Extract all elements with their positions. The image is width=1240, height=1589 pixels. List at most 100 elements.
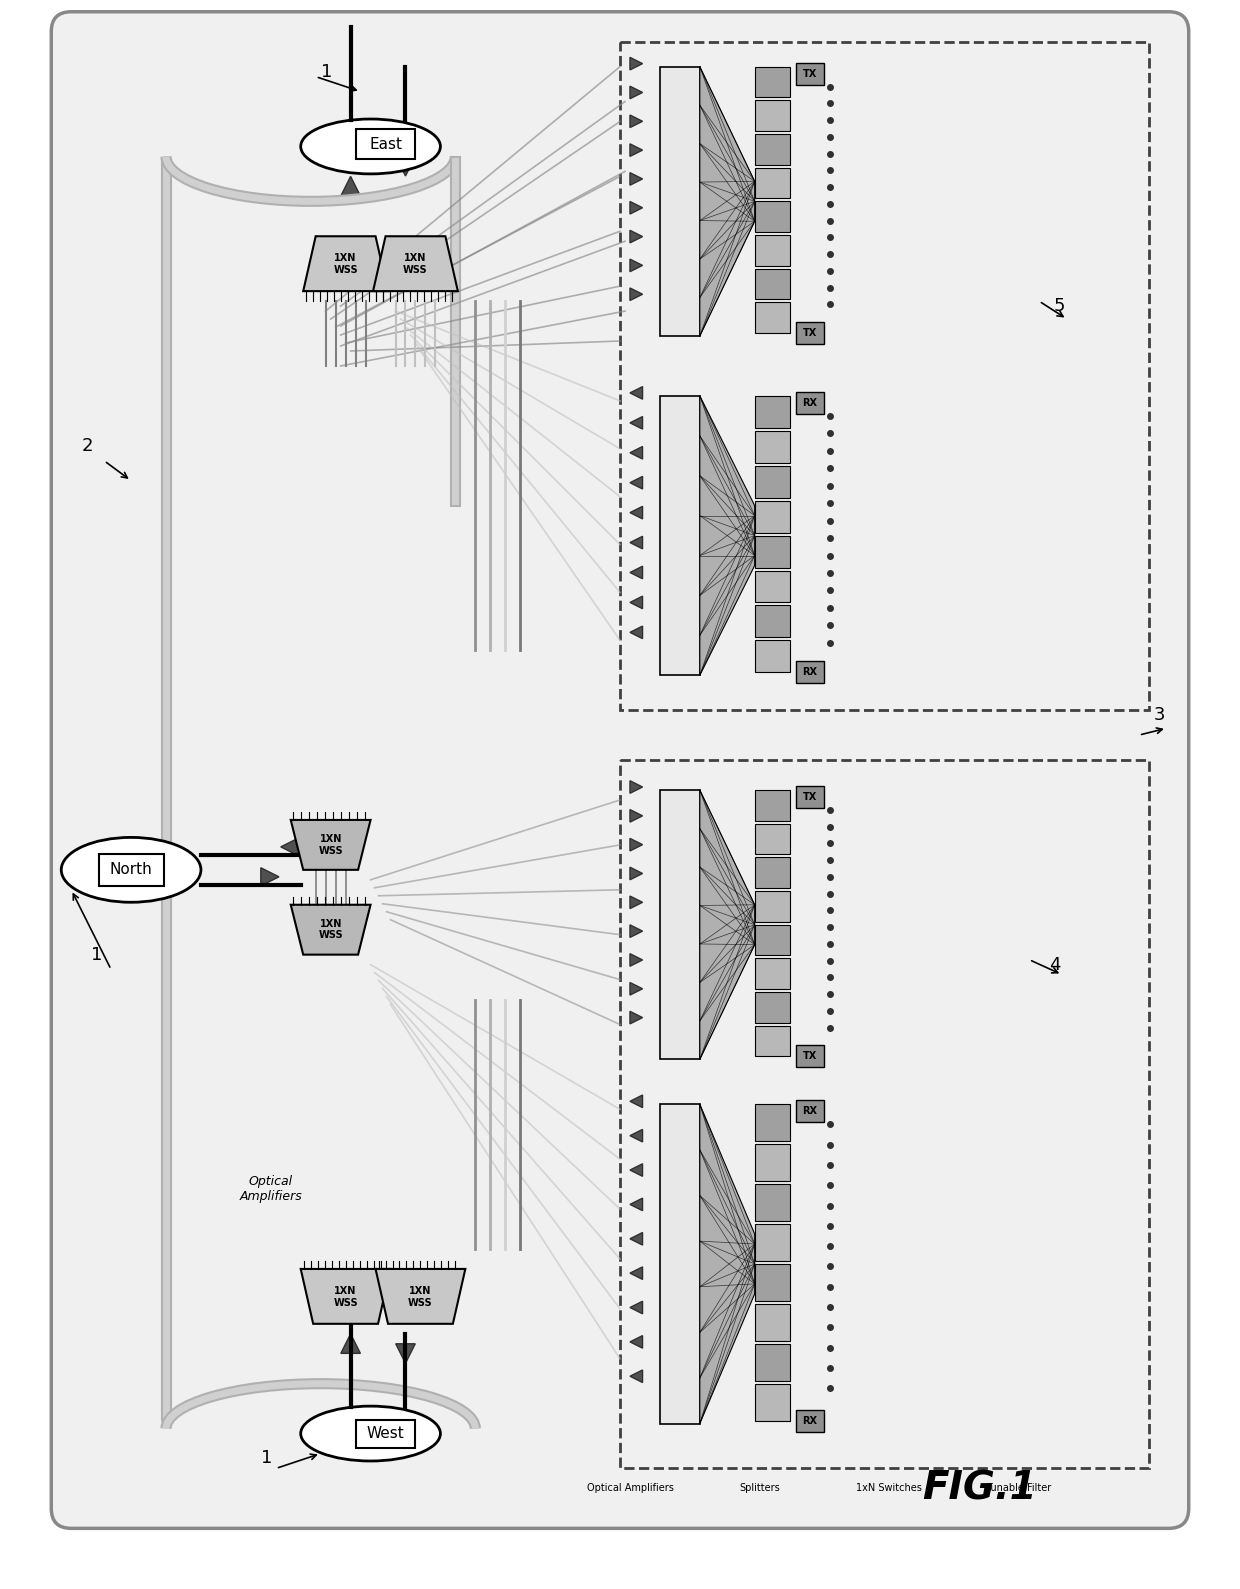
Text: 3: 3 xyxy=(1153,706,1166,725)
Polygon shape xyxy=(630,86,642,99)
FancyBboxPatch shape xyxy=(796,1046,823,1068)
Text: RX: RX xyxy=(802,667,817,677)
FancyBboxPatch shape xyxy=(755,790,790,820)
FancyBboxPatch shape xyxy=(755,431,790,462)
FancyBboxPatch shape xyxy=(755,1104,790,1141)
Polygon shape xyxy=(630,173,642,186)
FancyBboxPatch shape xyxy=(755,466,790,497)
FancyBboxPatch shape xyxy=(755,133,790,165)
Text: 5: 5 xyxy=(1054,297,1065,315)
Polygon shape xyxy=(630,288,642,300)
Polygon shape xyxy=(396,1344,415,1363)
Polygon shape xyxy=(630,596,642,609)
FancyBboxPatch shape xyxy=(755,1344,790,1381)
Text: 1XN
WSS: 1XN WSS xyxy=(319,918,343,941)
FancyBboxPatch shape xyxy=(755,100,790,130)
Text: Splitters: Splitters xyxy=(739,1484,780,1494)
Text: 1: 1 xyxy=(321,62,332,81)
Polygon shape xyxy=(280,837,299,856)
Polygon shape xyxy=(699,790,755,1060)
FancyBboxPatch shape xyxy=(755,302,790,334)
Polygon shape xyxy=(630,1301,642,1314)
FancyBboxPatch shape xyxy=(660,67,699,335)
Polygon shape xyxy=(630,566,642,578)
FancyBboxPatch shape xyxy=(755,640,790,672)
Polygon shape xyxy=(301,1270,391,1324)
Text: RX: RX xyxy=(802,1106,817,1117)
Ellipse shape xyxy=(301,1406,440,1460)
FancyBboxPatch shape xyxy=(755,992,790,1023)
FancyBboxPatch shape xyxy=(755,1263,790,1301)
FancyBboxPatch shape xyxy=(796,392,823,413)
Ellipse shape xyxy=(61,837,201,903)
Polygon shape xyxy=(630,1011,642,1023)
FancyBboxPatch shape xyxy=(796,787,823,807)
Text: 1XN
WSS: 1XN WSS xyxy=(319,834,343,856)
FancyBboxPatch shape xyxy=(755,67,790,97)
Polygon shape xyxy=(341,176,361,195)
Polygon shape xyxy=(630,1163,642,1176)
Polygon shape xyxy=(630,1370,642,1382)
Polygon shape xyxy=(630,416,642,429)
Polygon shape xyxy=(373,237,458,291)
Polygon shape xyxy=(630,145,642,156)
Polygon shape xyxy=(630,114,642,127)
Text: West: West xyxy=(367,1425,404,1441)
FancyBboxPatch shape xyxy=(755,1144,790,1181)
Text: TX: TX xyxy=(802,791,817,802)
Text: North: North xyxy=(109,863,153,877)
Text: 1XN
WSS: 1XN WSS xyxy=(334,1286,358,1308)
Polygon shape xyxy=(630,626,642,639)
Text: 2: 2 xyxy=(81,437,93,454)
FancyBboxPatch shape xyxy=(796,1409,823,1432)
Text: 1xN Switches: 1xN Switches xyxy=(857,1484,923,1494)
Polygon shape xyxy=(630,1336,642,1347)
Text: Optical
Amplifiers: Optical Amplifiers xyxy=(239,1176,303,1203)
Polygon shape xyxy=(396,156,415,176)
Polygon shape xyxy=(630,1130,642,1142)
FancyBboxPatch shape xyxy=(755,958,790,988)
FancyBboxPatch shape xyxy=(660,396,699,675)
Polygon shape xyxy=(630,447,642,459)
FancyBboxPatch shape xyxy=(755,1026,790,1057)
FancyBboxPatch shape xyxy=(51,11,1189,1529)
Polygon shape xyxy=(260,868,279,887)
FancyBboxPatch shape xyxy=(796,323,823,343)
Polygon shape xyxy=(630,953,642,966)
FancyBboxPatch shape xyxy=(755,891,790,922)
Polygon shape xyxy=(630,1198,642,1211)
Text: Optical Amplifiers: Optical Amplifiers xyxy=(587,1484,673,1494)
FancyBboxPatch shape xyxy=(755,168,790,199)
Polygon shape xyxy=(376,1270,465,1324)
Polygon shape xyxy=(630,868,642,880)
Polygon shape xyxy=(630,259,642,272)
FancyBboxPatch shape xyxy=(755,235,790,265)
FancyBboxPatch shape xyxy=(755,535,790,567)
FancyBboxPatch shape xyxy=(755,202,790,232)
FancyBboxPatch shape xyxy=(660,1104,699,1424)
FancyBboxPatch shape xyxy=(755,858,790,888)
FancyBboxPatch shape xyxy=(755,1384,790,1421)
Polygon shape xyxy=(290,820,371,869)
Polygon shape xyxy=(630,982,642,995)
Text: Tunable Filter: Tunable Filter xyxy=(987,1484,1052,1494)
Polygon shape xyxy=(630,925,642,938)
Polygon shape xyxy=(699,396,755,675)
FancyBboxPatch shape xyxy=(755,570,790,602)
FancyBboxPatch shape xyxy=(755,396,790,427)
Polygon shape xyxy=(630,477,642,489)
Text: 4: 4 xyxy=(1049,955,1060,974)
Text: TX: TX xyxy=(802,327,817,338)
Text: East: East xyxy=(370,137,402,153)
Polygon shape xyxy=(699,1104,755,1424)
Polygon shape xyxy=(630,809,642,822)
Polygon shape xyxy=(630,1266,642,1279)
Text: 1XN
WSS: 1XN WSS xyxy=(403,253,428,275)
Ellipse shape xyxy=(301,119,440,173)
Text: RX: RX xyxy=(802,397,817,408)
Polygon shape xyxy=(630,1233,642,1246)
Text: 1XN
WSS: 1XN WSS xyxy=(408,1286,433,1308)
FancyBboxPatch shape xyxy=(755,605,790,637)
Polygon shape xyxy=(630,230,642,243)
Polygon shape xyxy=(630,535,642,548)
